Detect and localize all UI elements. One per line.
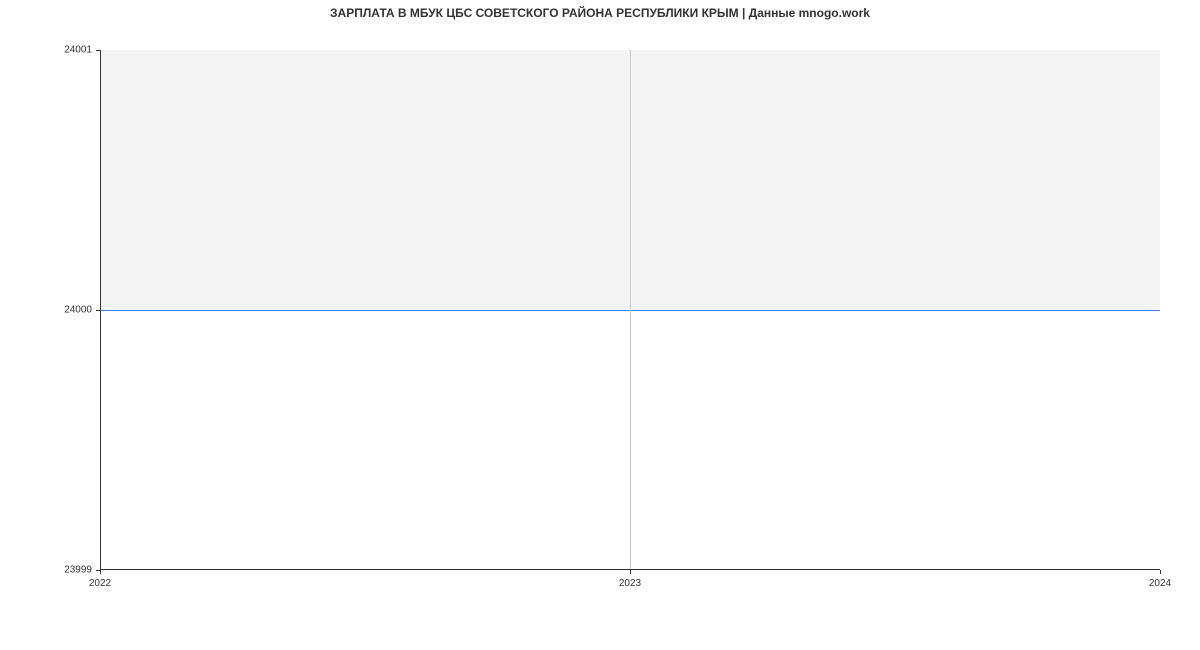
y-tick-label: 24001 [64,45,92,56]
y-tick-mark [96,50,100,51]
x-tick-mark [100,570,101,574]
y-tick-mark [96,310,100,311]
y-tick-label: 24000 [64,305,92,316]
y-tick-label: 23999 [64,565,92,576]
x-tick-mark [1160,570,1161,574]
plot-area: 23999 24000 24001 2022 2023 2024 [100,50,1160,570]
gridline-vertical [630,50,631,570]
chart-container: ЗАРПЛАТА В МБУК ЦБС СОВЕТСКОГО РАЙОНА РЕ… [0,0,1200,650]
x-tick-mark [630,570,631,574]
x-tick-label: 2024 [1149,578,1171,589]
y-axis-line [100,50,101,570]
x-tick-label: 2022 [89,578,111,589]
chart-title: ЗАРПЛАТА В МБУК ЦБС СОВЕТСКОГО РАЙОНА РЕ… [0,6,1200,20]
x-tick-label: 2023 [619,578,641,589]
